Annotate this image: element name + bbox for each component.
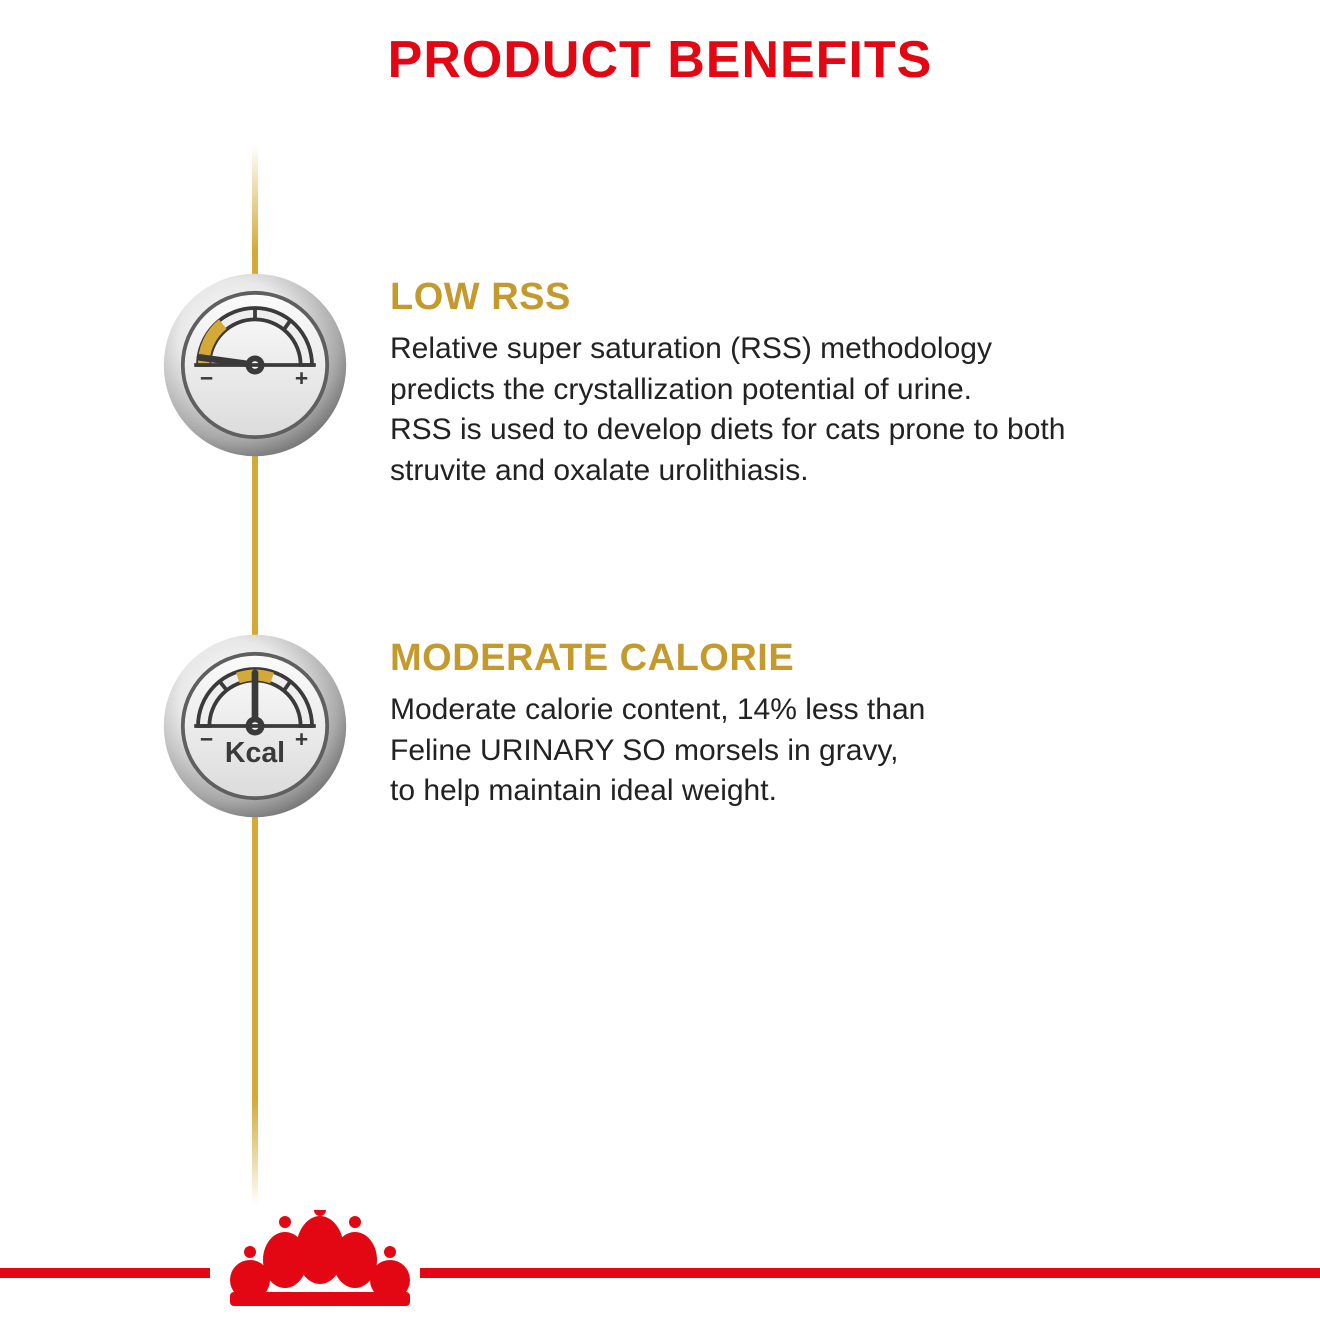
svg-text:+: + — [295, 726, 308, 752]
svg-text:Kcal: Kcal — [225, 737, 285, 769]
footer-line-left — [0, 1268, 210, 1278]
gauge-low-icon: − + — [160, 270, 350, 460]
crown-icon — [220, 1210, 420, 1310]
benefit-description: Moderate calorie content, 14% less than … — [390, 690, 1160, 812]
svg-text:−: − — [200, 365, 213, 391]
footer-line-right — [420, 1268, 1320, 1278]
benefits-list: − + LOW RSS Relative super saturation (R… — [160, 270, 1160, 961]
benefit-description: Relative super saturation (RSS) methodol… — [390, 329, 1160, 491]
benefit-title: LOW RSS — [390, 276, 1160, 319]
benefit-item: − + Kcal MODERATE CALORIE Moderate calor… — [160, 631, 1160, 821]
svg-text:+: + — [295, 365, 308, 391]
brand-footer — [0, 1200, 1320, 1320]
page-title: PRODUCT BENEFITS — [120, 0, 1200, 90]
gauge-kcal-icon: − + Kcal — [160, 631, 350, 821]
benefit-item: − + LOW RSS Relative super saturation (R… — [160, 270, 1160, 491]
svg-text:−: − — [200, 726, 213, 752]
benefit-title: MODERATE CALORIE — [390, 637, 1160, 680]
